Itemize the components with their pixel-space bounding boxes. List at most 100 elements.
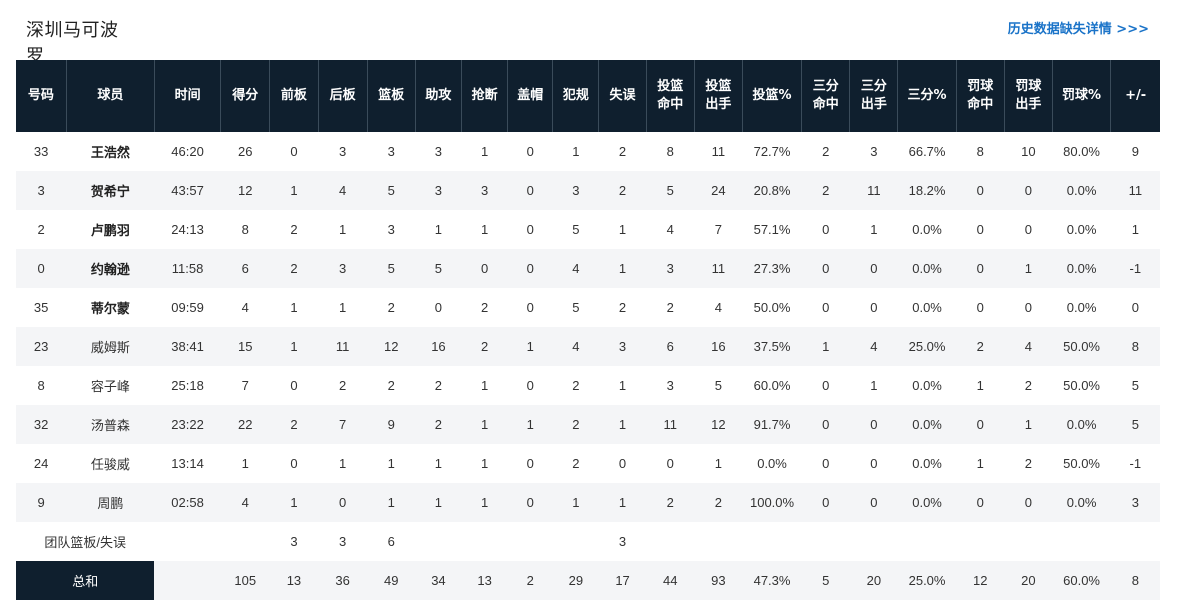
cell-tpp: 0.0% [897, 444, 957, 483]
cell-num: 0 [16, 249, 67, 288]
team-rebounds-turnovers-row: 团队篮板/失误 3 3 6 3 [16, 522, 1160, 561]
cell-fgm: 6 [646, 327, 695, 366]
cell-blk: 1 [507, 405, 553, 444]
cell-num: 24 [16, 444, 67, 483]
cell-pf: 1 [552, 483, 599, 522]
history-details-link[interactable]: 历史数据缺失详情 >>> [1007, 22, 1149, 37]
cell-pf: 5 [552, 210, 599, 249]
cell-pm: 3 [1110, 483, 1160, 522]
cell-dreb: 0 [318, 483, 368, 522]
cell-tpp: 0.0% [897, 483, 957, 522]
cell-pm: 8 [1110, 327, 1160, 366]
cell-dreb: 7 [318, 405, 368, 444]
cell-stl: 1 [461, 366, 508, 405]
cell-tpm: 2 [801, 132, 850, 171]
cell-fta: 0 [1004, 483, 1053, 522]
cell-to: 1 [598, 210, 647, 249]
total-cell-tpm: 5 [801, 561, 850, 600]
column-header-name: 球员 [66, 60, 155, 132]
cell-ast: 2 [415, 366, 462, 405]
cell-fga: 12 [694, 405, 743, 444]
cell-ast: 1 [415, 444, 462, 483]
cell-tpa: 1 [849, 366, 898, 405]
cell-fta: 10 [1004, 132, 1053, 171]
team-cell-to: 3 [598, 522, 647, 561]
cell-pm: 1 [1110, 210, 1160, 249]
cell-reb: 1 [367, 444, 416, 483]
cell-tpa: 1 [849, 210, 898, 249]
total-cell-ftm: 12 [956, 561, 1005, 600]
team-cell-pf [552, 522, 599, 561]
column-header-tpm: 三分 命中 [801, 60, 851, 132]
cell-tpp: 0.0% [897, 405, 957, 444]
cell-time: 25:18 [154, 366, 221, 405]
cell-reb: 5 [367, 249, 416, 288]
cell-pts: 26 [220, 132, 270, 171]
cell-to: 0 [598, 444, 647, 483]
cell-oreb: 1 [269, 327, 319, 366]
cell-pf: 2 [552, 444, 599, 483]
cell-blk: 0 [507, 210, 553, 249]
cell-fga: 2 [694, 483, 743, 522]
team-cell-pm [1110, 522, 1160, 561]
total-cell-dreb: 36 [318, 561, 368, 600]
column-header-blk: 盖帽 [507, 60, 554, 132]
player-row: 8 容子峰 25:18 7 0 2 2 2 1 0 2 1 3 5 60.0% 0 1 0.0% 1 2 50.0% 5 [16, 366, 1160, 405]
cell-fgm: 4 [646, 210, 695, 249]
column-header-tpa: 三分 出手 [849, 60, 899, 132]
cell-ast: 1 [415, 210, 462, 249]
cell-to: 1 [598, 249, 647, 288]
total-cell-fgm: 44 [646, 561, 695, 600]
cell-num: 23 [16, 327, 67, 366]
cell-reb: 3 [367, 210, 416, 249]
cell-fgp: 50.0% [742, 288, 802, 327]
cell-tpp: 66.7% [897, 132, 957, 171]
cell-pts: 7 [220, 366, 270, 405]
cell-fgp: 57.1% [742, 210, 802, 249]
player-row: 33 王浩然 46:20 26 0 3 3 3 1 0 1 2 8 11 72.7% 2 3 66.7% 8 10 80… [16, 132, 1160, 171]
cell-fgm: 11 [646, 405, 695, 444]
team-cell-pts [220, 522, 270, 561]
cell-ftm: 0 [956, 171, 1005, 210]
player-name: 贺希宁 [66, 171, 155, 210]
cell-pts: 8 [220, 210, 270, 249]
player-row: 9 周鹏 02:58 4 1 0 1 1 1 0 1 1 2 2 100.0% 0 0 0.0% 0 0 0.0% 3 [16, 483, 1160, 522]
cell-time: 24:13 [154, 210, 221, 249]
total-cell-time [154, 561, 221, 600]
cell-fgp: 0.0% [742, 444, 802, 483]
cell-oreb: 0 [269, 366, 319, 405]
cell-fgp: 20.8% [742, 171, 802, 210]
cell-fta: 4 [1004, 327, 1053, 366]
player-row: 3 贺希宁 43:57 12 1 4 5 3 3 0 3 2 5 24 20.8% 2 11 18.2% 0 0 0.0… [16, 171, 1160, 210]
total-cell-pm: 8 [1110, 561, 1160, 600]
total-cell-ast: 34 [415, 561, 462, 600]
cell-ftm: 0 [956, 288, 1005, 327]
cell-pf: 5 [552, 288, 599, 327]
table-header: 号码 球员 时间 得分 前板 后板 篮板 助攻 抢断 盖帽 犯规 失误 投篮 命中 投篮 出手 投篮% 三分 … [16, 60, 1160, 132]
cell-ftp: 80.0% [1052, 132, 1111, 171]
cell-pts: 12 [220, 171, 270, 210]
column-header-to: 失误 [598, 60, 647, 132]
cell-dreb: 1 [318, 444, 368, 483]
cell-stl: 1 [461, 132, 508, 171]
column-header-ftm: 罚球 命中 [956, 60, 1005, 132]
cell-reb: 3 [367, 132, 416, 171]
total-cell-pts: 105 [220, 561, 270, 600]
cell-num: 33 [16, 132, 67, 171]
cell-pf: 4 [552, 327, 599, 366]
cell-num: 2 [16, 210, 67, 249]
cell-dreb: 1 [318, 288, 368, 327]
cell-ftp: 50.0% [1052, 444, 1111, 483]
cell-reb: 2 [367, 288, 416, 327]
column-header-ftp: 罚球% [1052, 60, 1112, 132]
cell-fta: 0 [1004, 288, 1053, 327]
cell-ftp: 50.0% [1052, 327, 1111, 366]
cell-pts: 1 [220, 444, 270, 483]
cell-reb: 2 [367, 366, 416, 405]
cell-to: 2 [598, 132, 647, 171]
cell-ftp: 0.0% [1052, 483, 1111, 522]
cell-blk: 0 [507, 249, 553, 288]
column-header-fta: 罚球 出手 [1004, 60, 1053, 132]
cell-pf: 2 [552, 405, 599, 444]
total-cell-reb: 49 [367, 561, 416, 600]
